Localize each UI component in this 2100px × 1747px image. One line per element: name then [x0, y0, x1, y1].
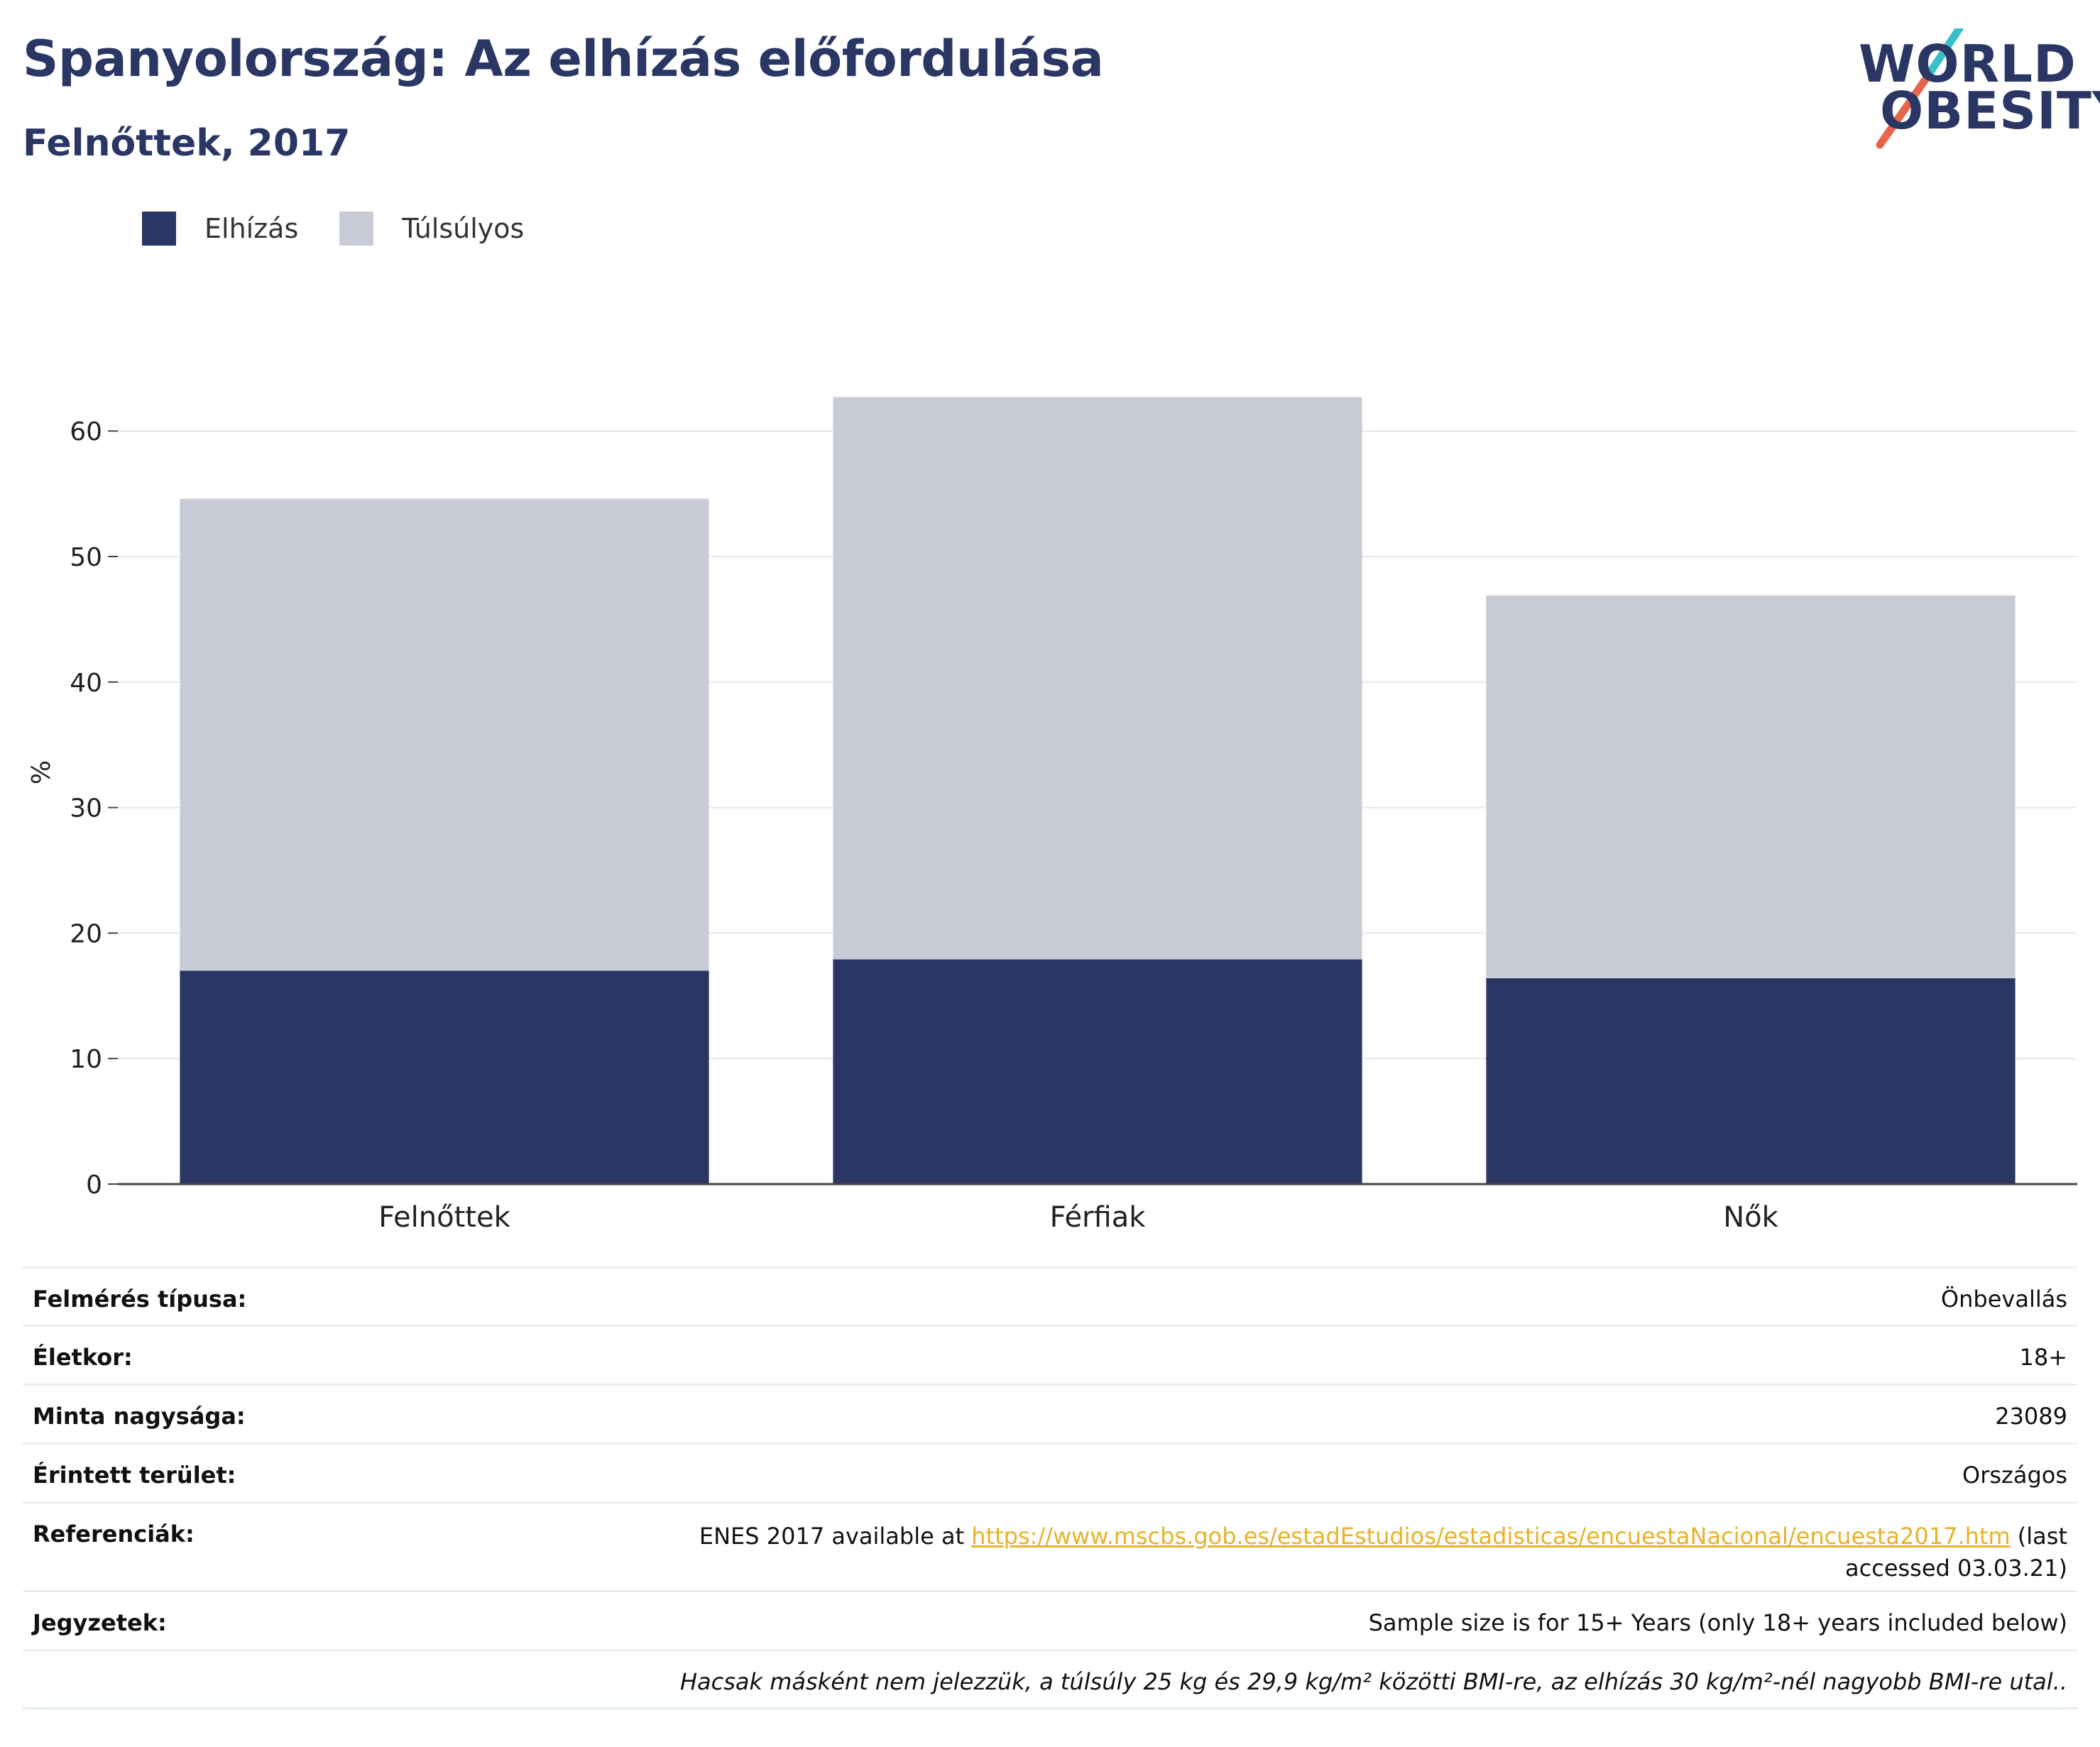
y-tick-label: 10	[70, 1045, 102, 1074]
info-key: Referenciák:	[33, 1521, 195, 1548]
chart-title: Spanyolország: Az elhízás előfordulása	[23, 30, 1104, 88]
world-obesity-logo: WORLD OBESITY	[1853, 28, 2100, 156]
legend-swatch-obesity	[142, 212, 176, 246]
legend-item-overweight[interactable]: Túlsúlyos	[339, 212, 524, 246]
logo-slash-icon	[1876, 28, 1964, 149]
info-key: Felmérés típusa:	[33, 1286, 247, 1313]
x-tick-label: Felnőttek	[378, 1201, 510, 1234]
x-tick-label: Férfiak	[1050, 1201, 1147, 1234]
info-value: Sample size is for 15+ Years (only 18+ y…	[1368, 1609, 2067, 1636]
y-tick-label: 50	[70, 543, 102, 572]
survey-info-table: Felmérés típusa: Önbevallás Életkor: 18+…	[23, 1266, 2077, 1709]
bar-overweight	[833, 397, 1362, 960]
references-suffix: (last accessed 03.03.21)	[1845, 1523, 2067, 1582]
info-row-age: Életkor: 18+	[23, 1325, 2077, 1384]
stacked-bar-chart: 0 10 20 30 40 50 60% Felnőttek Férfiak Nők	[27, 397, 2077, 1234]
y-tick-label: 0	[86, 1171, 102, 1200]
info-key: Érintett terület:	[33, 1462, 236, 1489]
info-row-notes: Jegyzetek: Sample size is for 15+ Years …	[23, 1590, 2077, 1649]
bar-obesity	[1486, 978, 2016, 1184]
info-value: 23089	[1995, 1403, 2067, 1430]
info-key: Életkor:	[33, 1344, 133, 1371]
info-value: Országos	[1962, 1462, 2067, 1489]
info-row-sample-size: Minta nagysága: 23089	[23, 1384, 2077, 1442]
logo-line-1: WORLD	[1859, 34, 2077, 94]
y-tick-label: 30	[70, 794, 102, 823]
bar-obesity	[180, 970, 709, 1184]
info-row-survey-type: Felmérés típusa: Önbevallás	[23, 1266, 2077, 1325]
y-tick-label: 40	[70, 669, 102, 698]
footnote-text: Hacsak másként nem jelezzük, a túlsúly 2…	[679, 1668, 2067, 1695]
y-tick-label: 20	[70, 919, 102, 948]
legend-label-overweight: Túlsúlyos	[402, 213, 525, 244]
legend-swatch-overweight	[339, 212, 374, 246]
info-key: Minta nagysága:	[33, 1403, 246, 1430]
info-value: 18+	[2019, 1344, 2067, 1371]
logo-line-2: OBESITY	[1880, 81, 2100, 141]
y-tick-label: 60	[70, 417, 102, 447]
references-prefix: ENES 2017 available at	[699, 1523, 972, 1550]
y-axis-label: %	[27, 760, 56, 784]
references-link[interactable]: https://www.mscbs.gob.es/estadEstudios/e…	[971, 1523, 2011, 1550]
bar-obesity	[833, 959, 1362, 1184]
info-row-footnote: Hacsak másként nem jelezzük, a túlsúly 2…	[23, 1649, 2077, 1709]
bar-overweight	[180, 498, 709, 971]
legend-item-obesity[interactable]: Elhízás	[142, 212, 298, 246]
info-row-area: Érintett terület: Országos	[23, 1442, 2077, 1501]
info-key: Jegyzetek:	[33, 1609, 167, 1636]
info-value: Önbevallás	[1940, 1286, 2067, 1313]
bar-overweight	[1486, 595, 2016, 979]
chart-legend: Elhízás Túlsúlyos	[142, 212, 565, 246]
legend-label-obesity: Elhízás	[204, 213, 299, 244]
x-tick-label: Nők	[1723, 1201, 1778, 1234]
info-row-references: Referenciák: ENES 2017 available at http…	[23, 1501, 2077, 1590]
references-value: ENES 2017 available at https://www.mscbs…	[612, 1521, 2067, 1590]
chart-subtitle: Felnőttek, 2017	[23, 122, 351, 165]
